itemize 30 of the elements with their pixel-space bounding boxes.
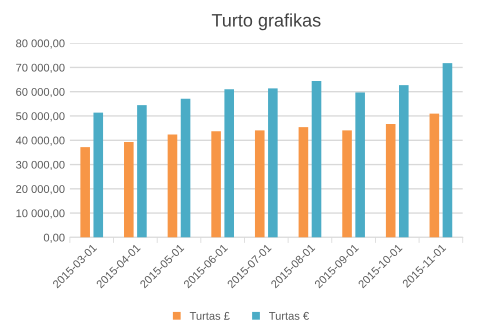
bar	[268, 88, 278, 238]
bar	[355, 92, 365, 238]
bar	[442, 63, 452, 238]
y-tick-label: 30 000,00	[16, 160, 65, 170]
bar	[254, 130, 265, 238]
y-tick-label: 40 000,00	[16, 136, 65, 146]
bar	[168, 134, 178, 238]
bar	[224, 89, 234, 238]
bar	[430, 114, 440, 238]
bar	[342, 130, 352, 238]
bar	[386, 124, 396, 238]
bar	[124, 142, 134, 238]
bar	[211, 131, 221, 238]
y-tick-label: 70 000,00	[16, 64, 65, 73]
bar	[298, 127, 308, 238]
bar	[80, 147, 90, 238]
y-tick-label: 60 000,00	[16, 88, 65, 98]
bar	[180, 98, 190, 238]
legend-label: Turtas £	[190, 312, 230, 320]
y-tick-label: 20 000,00	[16, 185, 65, 194]
bar	[398, 85, 409, 238]
y-tick-label: 50 000,00	[16, 112, 65, 122]
y-tick-label: 10 000,00	[16, 209, 65, 219]
y-tick-label: 80 000,00	[16, 39, 65, 49]
bar	[312, 81, 322, 238]
legend-label: Turtas €	[269, 312, 309, 320]
y-tick-label: 0,00	[44, 234, 65, 243]
chart-title: Turto grafikas	[212, 13, 321, 30]
bar	[137, 105, 147, 238]
bar	[93, 112, 104, 238]
